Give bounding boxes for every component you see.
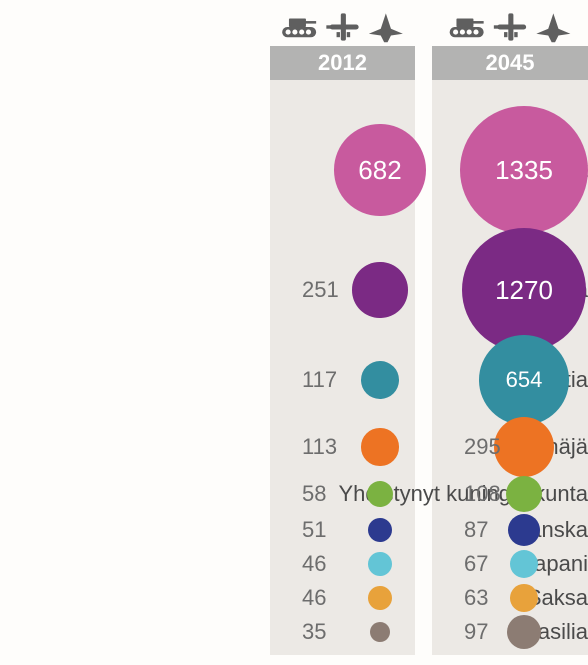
military-icons bbox=[437, 10, 583, 44]
value-label: 63 bbox=[464, 587, 488, 609]
value-label: 58 bbox=[302, 483, 326, 505]
bubble bbox=[462, 228, 587, 353]
bubble bbox=[361, 361, 399, 399]
value-label: 113 bbox=[302, 436, 337, 458]
bubble bbox=[479, 335, 569, 425]
value-label: 295 bbox=[464, 436, 501, 458]
bubble bbox=[352, 262, 407, 317]
column-icons-y2012 bbox=[270, 8, 415, 44]
value-label: 97 bbox=[464, 621, 488, 643]
value-label: 35 bbox=[302, 621, 326, 643]
value-label: 251 bbox=[302, 279, 339, 301]
column-icons-y2045 bbox=[432, 8, 588, 44]
value-label: 46 bbox=[302, 587, 326, 609]
column-header-y2045: 2045 bbox=[432, 46, 588, 80]
military-spending-chart: 2012 bbox=[0, 0, 588, 665]
bubble bbox=[494, 417, 554, 477]
value-label: 51 bbox=[302, 519, 326, 541]
row-label: Japani bbox=[328, 553, 588, 575]
value-label: 87 bbox=[464, 519, 488, 541]
column-header-y2012: 2012 bbox=[270, 46, 415, 80]
value-label: 67 bbox=[464, 553, 488, 575]
bubble bbox=[510, 584, 538, 612]
bubble bbox=[361, 428, 398, 465]
value-label: 46 bbox=[302, 553, 326, 575]
bubble bbox=[506, 476, 542, 512]
military-icons bbox=[275, 10, 410, 44]
value-label: 117 bbox=[302, 369, 337, 391]
bubble bbox=[334, 124, 425, 215]
bubble bbox=[368, 586, 392, 610]
bubble bbox=[460, 106, 588, 234]
row-label: Brasilia bbox=[328, 621, 588, 643]
bubble bbox=[368, 552, 392, 576]
row-label: Saksa bbox=[328, 587, 588, 609]
value-label: 108 bbox=[464, 483, 501, 505]
